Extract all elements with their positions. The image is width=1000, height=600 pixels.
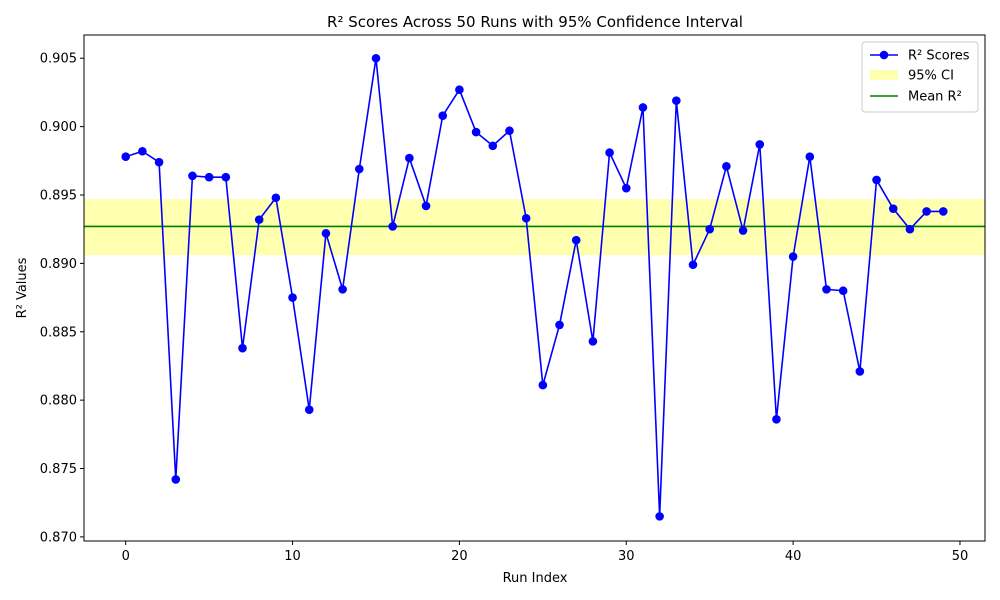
data-point [154, 157, 164, 167]
y-tick-label: 0.900 [40, 120, 77, 135]
data-point [455, 85, 464, 95]
data-point [655, 512, 664, 521]
y-tick-label: 0.905 [40, 52, 77, 67]
data-point [421, 201, 431, 211]
data-point [188, 171, 197, 181]
y-tick-label: 0.880 [40, 394, 77, 409]
data-point [471, 127, 481, 137]
data-point [204, 172, 214, 182]
data-point [288, 293, 297, 302]
data-point [438, 111, 448, 120]
data-point [505, 126, 514, 136]
data-point [722, 161, 731, 171]
plot-frame [83, 34, 986, 542]
data-point [588, 337, 598, 346]
y-tick-label: 0.870 [40, 530, 77, 545]
x-tick-label: 40 [785, 549, 802, 564]
data-point [355, 164, 364, 174]
x-tick-label: 20 [451, 549, 468, 564]
data-point [304, 405, 314, 415]
data-point [705, 224, 714, 234]
data-point [755, 140, 765, 149]
x-axis-ticks: 0 10 20 30 40 50 [122, 541, 969, 564]
x-tick-label: 10 [284, 549, 301, 564]
data-point [772, 414, 781, 424]
data-point [822, 285, 831, 294]
series-line [125, 57, 944, 518]
data-point [922, 207, 931, 216]
data-point [738, 226, 748, 235]
data-point [905, 224, 915, 234]
x-tick-label: 0 [122, 549, 130, 564]
data-point [271, 193, 281, 203]
data-point [621, 183, 631, 193]
data-point [688, 260, 698, 270]
data-point [788, 252, 798, 261]
data-point [254, 215, 264, 224]
data-point [221, 172, 231, 182]
legend-box [861, 41, 979, 113]
series-layer [121, 53, 948, 521]
data-point [371, 53, 381, 63]
legend-label-series: R² Scores [908, 49, 970, 64]
data-point [605, 148, 614, 157]
data-point [872, 175, 881, 185]
data-point [838, 286, 848, 296]
data-point [488, 141, 498, 151]
data-point [238, 343, 247, 353]
y-axis-ticks: 0.870 0.875 0.880 0.885 0.890 0.895 0.900 0.905 [40, 52, 84, 545]
y-tick-label: 0.890 [40, 257, 77, 272]
data-point [888, 204, 898, 213]
data-point [938, 207, 948, 216]
legend-label-mean: Mean R² [908, 90, 962, 105]
y-tick-label: 0.885 [40, 325, 77, 340]
legend-series-marker [879, 50, 889, 60]
x-tick-label: 50 [952, 549, 969, 564]
data-point [638, 103, 648, 112]
data-point [321, 228, 331, 238]
data-point [538, 380, 548, 390]
x-axis-title: Run Index [503, 571, 568, 586]
data-point [571, 235, 581, 245]
data-point [805, 152, 815, 162]
data-point [405, 153, 414, 163]
legend: R² Scores 95% CI Mean R² [861, 41, 979, 113]
data-point [521, 213, 531, 223]
data-point [171, 475, 181, 484]
data-point [388, 222, 397, 231]
data-point [555, 320, 564, 330]
data-point [338, 285, 347, 294]
chart-title: R² Scores Across 50 Runs with 95% Confid… [327, 13, 743, 31]
y-tick-label: 0.875 [40, 462, 77, 477]
data-point [672, 96, 681, 105]
legend-ci-swatch [870, 70, 898, 80]
data-point [138, 146, 147, 156]
y-tick-label: 0.895 [40, 189, 77, 204]
data-point [121, 152, 131, 162]
x-tick-label: 30 [618, 549, 635, 564]
legend-label-ci: 95% CI [908, 69, 954, 84]
y-axis-title: R² Values [15, 257, 30, 318]
data-point [855, 367, 865, 376]
